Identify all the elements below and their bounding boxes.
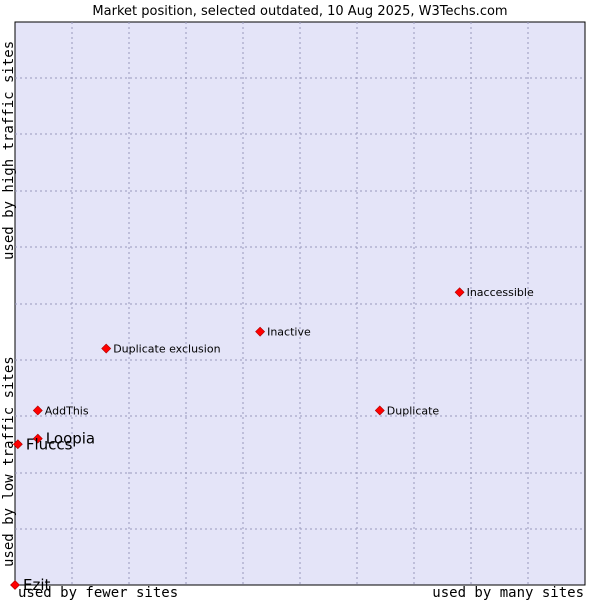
data-point-marker bbox=[32, 433, 43, 444]
grid-lines bbox=[15, 22, 585, 585]
x-axis-label-left: used by fewer sites bbox=[18, 585, 178, 600]
data-point-marker bbox=[32, 405, 43, 416]
data-point-label: Inactive bbox=[267, 326, 311, 339]
x-axis-label-right: used by many sites bbox=[432, 585, 584, 600]
data-point-marker bbox=[454, 287, 465, 298]
data-point-label: Ezit bbox=[23, 576, 51, 594]
data-point-label: Loopia bbox=[46, 430, 95, 448]
data-point-label: AddThis bbox=[45, 404, 89, 417]
data-point-marker bbox=[101, 343, 112, 354]
data-point-marker bbox=[10, 580, 20, 590]
data-point-marker bbox=[255, 326, 266, 337]
data-point-label: Duplicate exclusion bbox=[113, 343, 220, 356]
data-point-marker bbox=[12, 439, 23, 450]
data-point-label: Duplicate bbox=[387, 404, 440, 417]
data-point-marker bbox=[374, 405, 385, 416]
chart-title: Market position, selected outdated, 10 A… bbox=[92, 4, 507, 19]
data-point-label: Inaccessible bbox=[467, 286, 534, 299]
y-axis-label-high: used by high traffic sites bbox=[1, 41, 17, 260]
data-point-label: Fluccs bbox=[26, 435, 73, 453]
y-axis-label-low: used by low traffic sites bbox=[1, 356, 17, 567]
data-points: Inaccessible Inactive Duplicate exclusion A… bbox=[10, 286, 534, 594]
